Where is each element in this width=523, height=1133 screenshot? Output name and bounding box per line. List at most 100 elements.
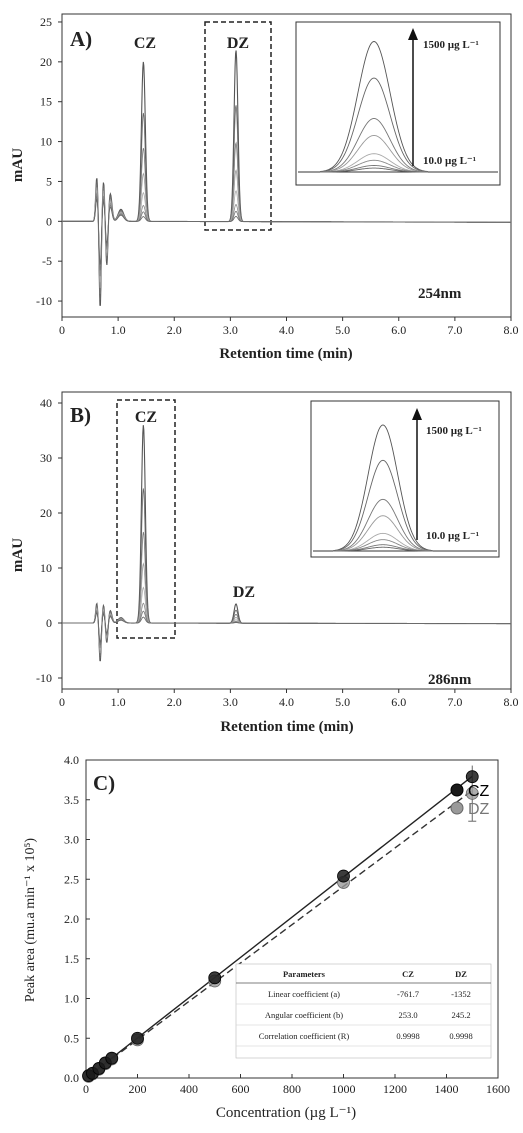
x-tick-label: 2.0 <box>167 323 182 337</box>
panel-c-title: C) <box>93 771 115 795</box>
x-tick-label: 3.0 <box>223 695 238 709</box>
inset-trace-5 <box>333 532 433 552</box>
x-tick-label: 4.0 <box>279 695 294 709</box>
peak-label-dz-b: DZ <box>233 584 255 601</box>
chromatogram-trace-4 <box>62 562 511 654</box>
data-point-dz <box>465 786 479 800</box>
legend-dz: DZ <box>468 801 490 818</box>
table-cell: -761.7 <box>397 989 419 999</box>
inset-trace-3 <box>319 118 429 173</box>
x-tick-label: 800 <box>283 1082 301 1096</box>
data-point-cz <box>208 971 222 985</box>
x-tick-label: 400 <box>180 1082 198 1096</box>
arrow-head-b <box>412 408 422 420</box>
chromatogram-trace-8 <box>62 198 511 265</box>
legend-cz: CZ <box>468 783 490 800</box>
x-tick-label: 1200 <box>383 1082 407 1096</box>
chromatogram-trace-7 <box>62 610 511 646</box>
chromatogram-trace-4 <box>62 169 511 289</box>
peak-label-dz-a: DZ <box>227 35 249 52</box>
inset-top-label-b: 1500 µg L⁻¹ <box>426 425 482 437</box>
y-tick-label: 2.5 <box>64 872 79 886</box>
table-cell: 253.0 <box>398 1010 417 1020</box>
inset-b: 1500 µg L⁻¹ 10.0 µg L⁻¹ <box>310 400 500 558</box>
inset-a: 1500 µg L⁻¹ 10.0 µg L⁻¹ <box>295 21 501 186</box>
table-cell: Correlation coefficient (R) <box>259 1031 350 1041</box>
y-tick-label: 25 <box>40 15 52 29</box>
y-tick-label: 30 <box>40 451 52 465</box>
y-tick-label: 10 <box>40 135 52 149</box>
wavelength-label-a: 254nm <box>418 286 462 302</box>
x-axis-label-a: Retention time (min) <box>219 346 352 362</box>
y-tick-label: 0.5 <box>64 1031 79 1045</box>
arrow-head-a <box>408 28 418 40</box>
x-tick-label: 8.0 <box>504 323 519 337</box>
table-cell: -1352 <box>451 989 471 999</box>
y-tick-label: 5 <box>46 174 52 188</box>
chromatogram-trace-6 <box>62 602 511 648</box>
x-tick-label: 7.0 <box>447 695 462 709</box>
y-tick-label: -10 <box>36 294 52 308</box>
y-tick-label: 3.5 <box>64 793 79 807</box>
x-tick-label: 6.0 <box>391 695 406 709</box>
y-axis-label-a: mAU <box>10 148 26 182</box>
cz-highlight-box-b <box>116 399 176 639</box>
x-tick-label: 6.0 <box>391 323 406 337</box>
x-tick-label: 1.0 <box>111 323 126 337</box>
x-tick-label: 600 <box>232 1082 250 1096</box>
y-tick-label: 15 <box>40 95 52 109</box>
inset-trace-2 <box>333 459 433 552</box>
x-tick-label: 1.0 <box>111 695 126 709</box>
legend-marker-dz <box>450 801 464 815</box>
inset-top-label-a: 1500 µg L⁻¹ <box>423 39 479 51</box>
parameters-table: Parameters CZ DZ Linear coefficient (a) … <box>235 963 492 1059</box>
x-axis-label-c: Concentration (µg L⁻¹) <box>216 1105 356 1121</box>
dz-highlight-box-a <box>204 21 272 231</box>
data-point-cz <box>337 869 350 883</box>
x-axis-label-b: Retention time (min) <box>220 719 353 735</box>
y-tick-label: 1.0 <box>64 992 79 1006</box>
x-tick-label: 8.0 <box>504 695 519 709</box>
x-tick-label: 0 <box>83 1082 89 1096</box>
chromatogram-trace-7 <box>62 194 511 271</box>
y-tick-label: -10 <box>36 671 52 685</box>
chromatogram-trace-5 <box>62 190 511 283</box>
y-tick-label: 40 <box>40 396 52 410</box>
inset-trace-3 <box>333 498 433 552</box>
panel-a: A) 254nm Retention time (min) mAU CZ DZ … <box>10 13 519 362</box>
x-tick-label: 3.0 <box>223 323 238 337</box>
table-header-parameters: Parameters <box>283 969 326 979</box>
y-tick-label: 3.0 <box>64 833 79 847</box>
y-tick-label: 20 <box>40 55 52 69</box>
inset-trace-1 <box>333 424 433 551</box>
y-axis-label-b: mAU <box>10 538 26 572</box>
data-point-cz <box>131 1031 144 1045</box>
inset-trace-5 <box>319 153 429 173</box>
x-tick-label: 200 <box>129 1082 147 1096</box>
table-frame <box>235 963 492 1059</box>
y-tick-label: 10 <box>40 561 52 575</box>
inset-frame-a <box>295 21 501 186</box>
x-tick-label: 0 <box>59 323 65 337</box>
inset-trace-4 <box>319 135 429 173</box>
data-point-cz <box>465 770 479 784</box>
table-cell: 245.2 <box>451 1010 470 1020</box>
chromatogram-trace-5 <box>62 586 511 651</box>
inset-trace-1 <box>319 41 429 172</box>
inset-trace-8 <box>319 167 429 173</box>
x-tick-label: 1400 <box>435 1082 459 1096</box>
inset-frame-b <box>310 400 500 558</box>
x-tick-label: 5.0 <box>335 323 350 337</box>
panel-b: B) 286nm Retention time (min) mAU CZ DZ … <box>10 391 519 735</box>
table-cell: 0.9998 <box>396 1031 419 1041</box>
data-point-cz <box>105 1051 119 1065</box>
peak-label-cz-b: CZ <box>135 409 157 426</box>
y-tick-label: -5 <box>42 254 52 268</box>
panel-b-title: B) <box>70 403 91 427</box>
y-tick-label: 0 <box>46 616 52 630</box>
peak-label-cz-a: CZ <box>134 35 156 52</box>
chromatogram-trace-8 <box>62 612 511 643</box>
x-tick-label: 4.0 <box>279 323 294 337</box>
inset-trace-2 <box>319 77 429 173</box>
inset-bottom-label-a: 10.0 µg L⁻¹ <box>423 155 476 167</box>
